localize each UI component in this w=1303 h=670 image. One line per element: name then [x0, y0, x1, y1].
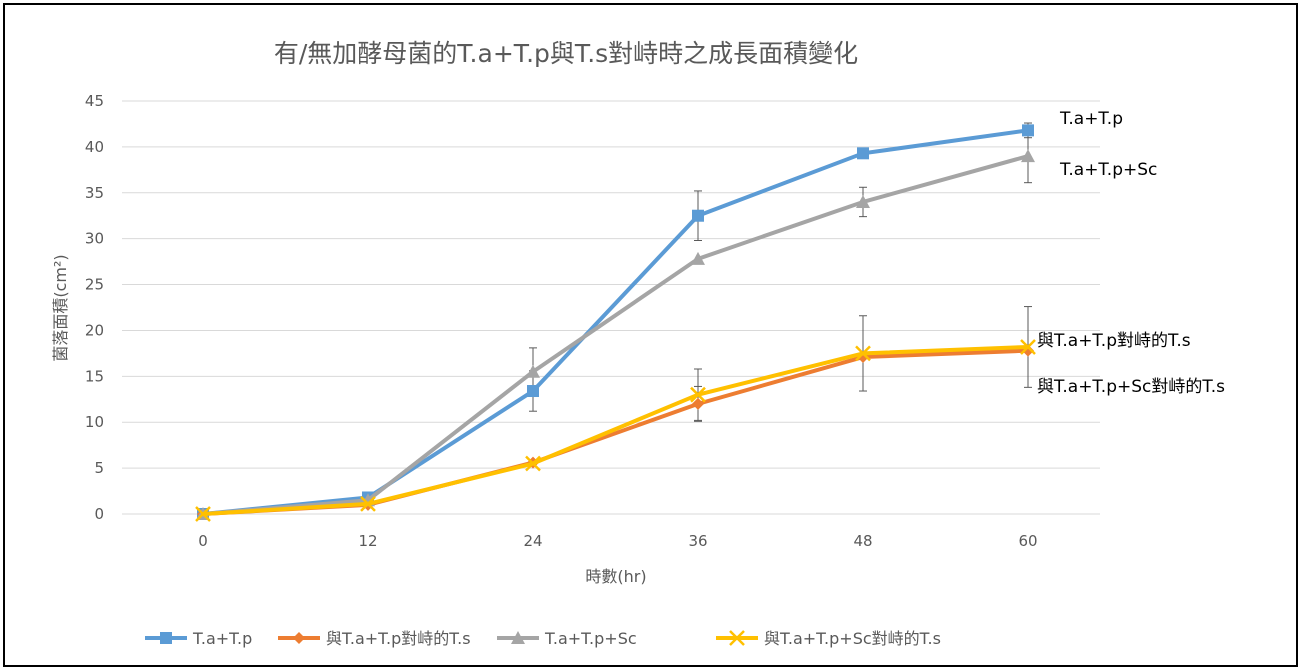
- legend-label: T.a+T.p: [192, 629, 252, 648]
- series-line: [201, 348, 1030, 516]
- legend-swatch-marker: [293, 632, 305, 644]
- gridlines: [122, 100, 1100, 515]
- x-axis-label: 時數(hr): [585, 567, 646, 586]
- data-point-marker: [855, 345, 871, 362]
- legend-label: 與T.a+T.p+Sc對峙的T.s: [764, 629, 941, 648]
- data-point-marker: [690, 386, 706, 403]
- legend-item: T.a+T.p+Sc: [497, 629, 637, 648]
- y-tick-label: 20: [85, 321, 104, 339]
- data-point-marker: [1021, 149, 1035, 163]
- data-point-marker: [692, 397, 704, 410]
- x-tick-labels: 0 12 24 36 48 60: [198, 532, 1037, 550]
- series-4: [195, 339, 1036, 522]
- data-point-marker: [195, 506, 211, 522]
- legend-item: 與T.a+T.p+Sc對峙的T.s: [716, 629, 941, 648]
- chart-title: 有/無加酵母菌的T.a+T.p與T.s對峙時之成長面積變化: [274, 39, 858, 68]
- legend-swatch-marker: [729, 630, 745, 646]
- series-3: [196, 149, 1035, 520]
- data-point-marker: [360, 496, 376, 512]
- x-tick-label: 0: [198, 532, 208, 550]
- data-point-marker: [525, 455, 541, 472]
- y-tick-label: 15: [85, 367, 104, 385]
- legend: T.a+T.p 與T.a+T.p對峙的T.s T.a+T.p+Sc 與T.a+T.p+…: [145, 629, 941, 648]
- x-tick-label: 24: [523, 532, 542, 550]
- legend-swatch-marker: [511, 631, 525, 644]
- x-tick-label: 60: [1018, 532, 1037, 550]
- series-annotations: T.a+T.p T.a+T.p+Sc 與T.a+T.p對峙的T.s 與T.a+T.p+…: [1037, 109, 1225, 397]
- y-tick-label: 40: [85, 138, 104, 156]
- y-tick-label: 5: [94, 459, 104, 477]
- legend-item: T.a+T.p: [145, 629, 252, 648]
- y-tick-label: 30: [85, 230, 104, 248]
- data-point-marker: [857, 147, 869, 160]
- data-point-marker: [1022, 124, 1034, 137]
- y-tick-label: 35: [85, 184, 104, 202]
- legend-label: 與T.a+T.p對峙的T.s: [326, 629, 471, 648]
- series-line: [201, 154, 1030, 516]
- y-tick-labels: 0 5 10 15 20 25 30 35 40 45: [85, 92, 104, 523]
- series-annotation: 與T.a+T.p對峙的T.s: [1037, 331, 1191, 351]
- series-annotation: 與T.a+T.p+Sc對峙的T.s: [1037, 377, 1225, 397]
- data-point-marker: [526, 364, 540, 378]
- data-point-marker: [1020, 339, 1036, 355]
- chart-frame: [3, 3, 1298, 667]
- data-point-marker: [527, 385, 539, 398]
- legend-swatch-marker: [160, 632, 172, 644]
- series-annotation: T.a+T.p: [1059, 109, 1123, 129]
- series-2: [197, 344, 1034, 520]
- legend-item: 與T.a+T.p對峙的T.s: [278, 629, 471, 648]
- y-tick-label: 45: [85, 92, 104, 110]
- x-tick-label: 12: [358, 532, 377, 550]
- series-lines: [195, 124, 1036, 522]
- series-1: [197, 124, 1034, 520]
- series-annotation: T.a+T.p+Sc: [1059, 160, 1157, 180]
- y-tick-label: 0: [94, 505, 104, 523]
- y-tick-label: 25: [85, 276, 104, 294]
- y-tick-label: 10: [85, 413, 104, 431]
- series-line: [201, 344, 1030, 516]
- data-point-marker: [691, 251, 705, 265]
- data-point-marker: [856, 194, 870, 208]
- legend-label: T.a+T.p+Sc: [544, 629, 637, 648]
- series-line: [201, 128, 1030, 516]
- x-tick-label: 48: [853, 532, 872, 550]
- y-axis-label: 菌落面積(cm²): [51, 254, 70, 361]
- data-point-marker: [692, 209, 704, 222]
- x-tick-label: 36: [688, 532, 707, 550]
